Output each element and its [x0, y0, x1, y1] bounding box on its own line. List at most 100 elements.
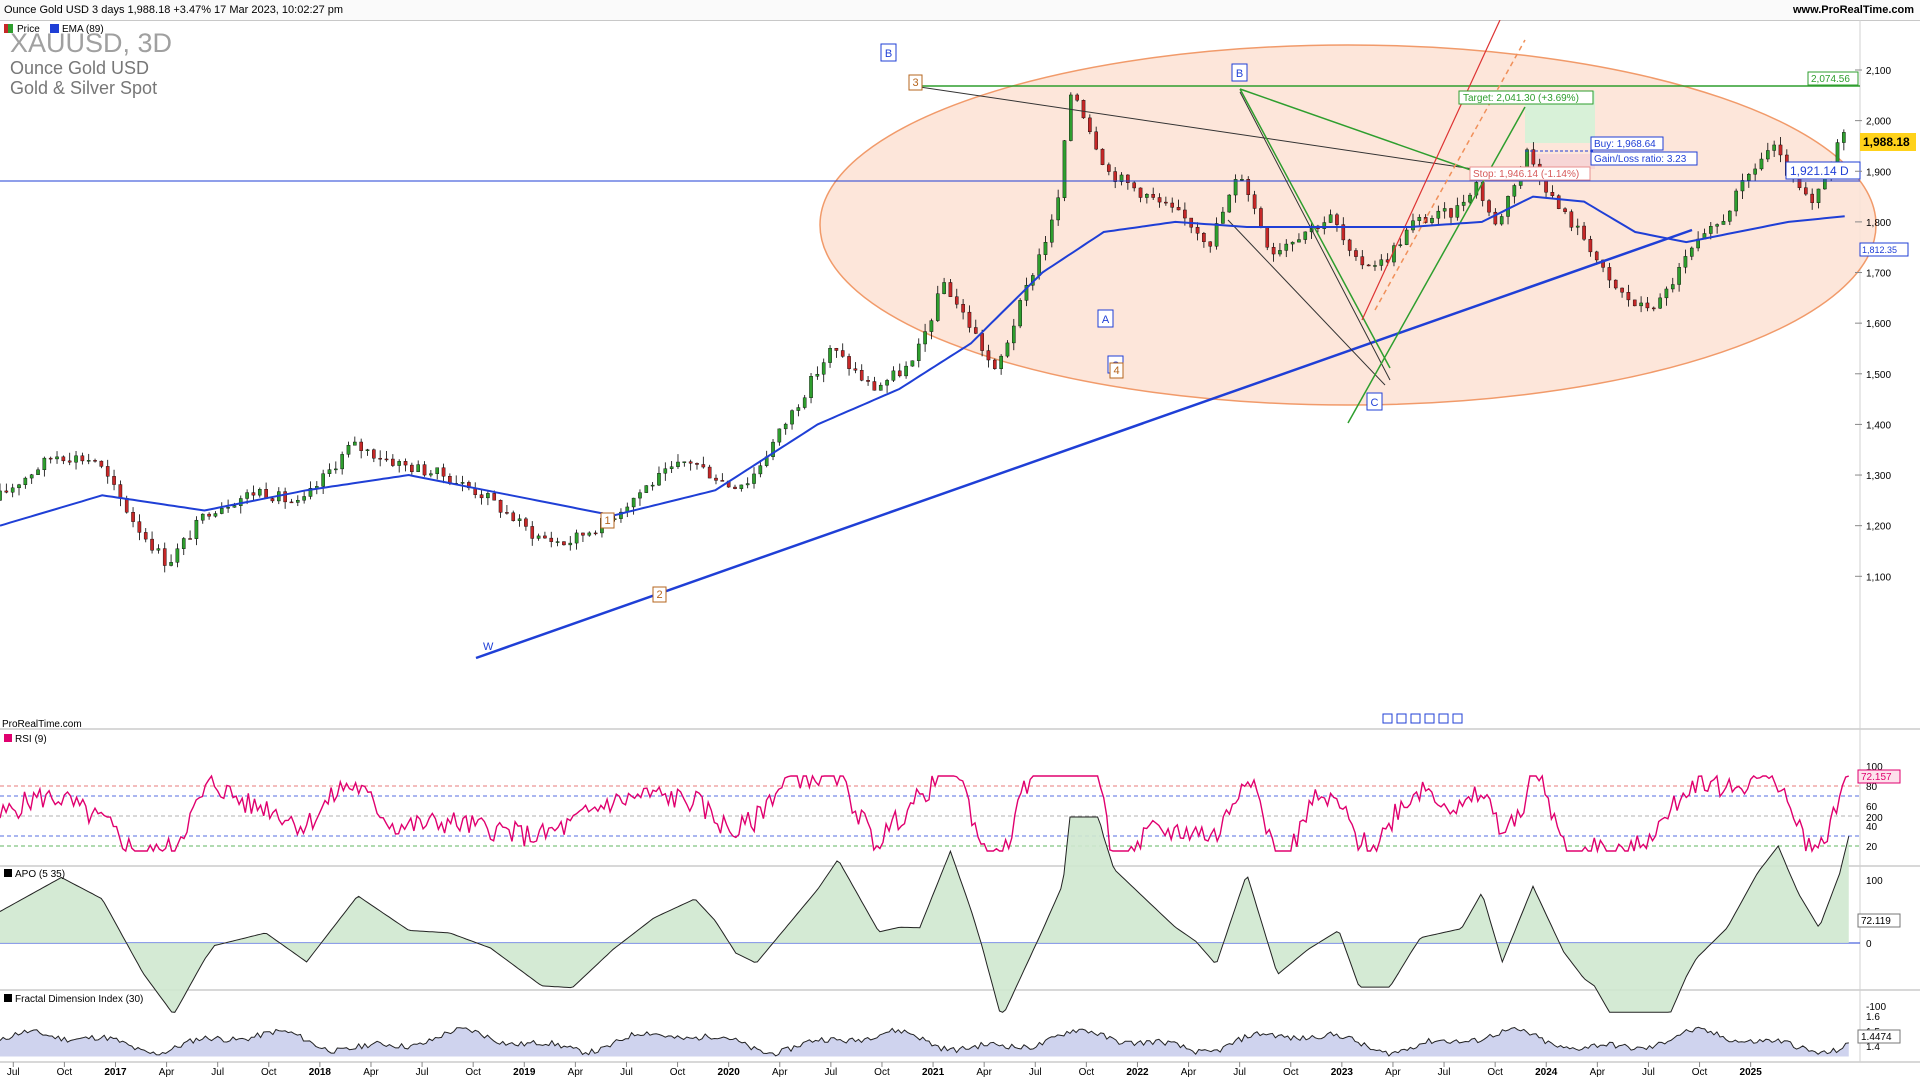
candle	[1208, 241, 1213, 253]
wave-label-a[interactable]: A	[1097, 309, 1114, 328]
candle	[207, 512, 211, 520]
rsi-label[interactable]: RSI (9)	[15, 734, 47, 745]
candle-body	[593, 532, 598, 535]
candle	[1411, 213, 1415, 233]
rising-channel-lower[interactable]	[1347, 106, 1526, 424]
candle-body	[61, 456, 66, 462]
apo-label[interactable]: APO (5 35)	[15, 869, 65, 880]
pattern-icon[interactable]	[1424, 713, 1435, 724]
channel-green-upper[interactable]	[1239, 88, 1486, 176]
candle-body	[1772, 144, 1776, 151]
wave-label-text: 2	[656, 589, 662, 601]
candle	[954, 288, 959, 309]
candle-body	[1436, 210, 1441, 219]
candle	[1094, 126, 1098, 151]
wedge-lower-line[interactable]	[1227, 219, 1386, 386]
buy-box[interactable]: Buy: 1,968.64	[1590, 136, 1664, 151]
resistance-trendline[interactable]	[912, 85, 1481, 171]
time-tick-label: Apr	[363, 1067, 379, 1078]
candle	[105, 459, 110, 484]
rising-channel-dashed[interactable]	[1374, 39, 1526, 311]
candle	[1689, 246, 1694, 261]
stop-box[interactable]: Stop: 1,946.14 (-1.14%)	[1469, 166, 1591, 181]
fdi-value-tag[interactable]: 1.4474	[1857, 1029, 1901, 1044]
level-2074-tag[interactable]: 2,074.56	[1807, 71, 1859, 86]
wave-label-1[interactable]: 1	[600, 512, 615, 529]
rsi-tick-label: 40	[1866, 822, 1878, 833]
pattern-icon[interactable]	[1452, 713, 1463, 724]
candle-body	[1018, 300, 1022, 327]
fdi-label[interactable]: Fractal Dimension Index (30)	[15, 994, 143, 1005]
channel-green-lower[interactable]	[1239, 88, 1391, 369]
candle-body	[1132, 182, 1136, 189]
candle	[1658, 293, 1662, 309]
wave-label-4[interactable]: 4	[1109, 362, 1124, 379]
wave-label-c-2022[interactable]: C	[1366, 392, 1383, 411]
fdi-panel[interactable]: 1.61.51.4	[0, 1012, 1880, 1057]
time-tick-label: Jul	[416, 1067, 429, 1078]
candle	[0, 483, 2, 501]
pattern-icon[interactable]	[1382, 713, 1393, 724]
pattern-icon[interactable]	[1438, 713, 1449, 724]
apo-value-tag[interactable]: 72.119	[1857, 913, 1901, 928]
ratio-box[interactable]: Gain/Loss ratio: 3.23	[1590, 151, 1698, 166]
candle	[194, 516, 199, 546]
candle	[1632, 299, 1637, 307]
rsi-legend-swatch	[4, 734, 12, 742]
time-tick-label: Jul	[211, 1067, 224, 1078]
ema-value-tag[interactable]: 1,812.35	[1859, 242, 1909, 257]
rsi-value-tag[interactable]: 72.157	[1857, 769, 1901, 784]
price-chart[interactable]: B 3 B A C 4 C 1 2 W XAUUSD, 3D Ounce Gol…	[0, 20, 1920, 1080]
time-tick-label: Apr	[159, 1067, 175, 1078]
price-legend-label[interactable]: Price	[17, 24, 40, 35]
stop-zone[interactable]	[1525, 154, 1595, 169]
candle	[1373, 260, 1377, 271]
candle	[847, 353, 851, 376]
support-trendline[interactable]	[475, 228, 1693, 660]
candle	[181, 537, 186, 556]
candle	[638, 489, 642, 506]
pattern-icons[interactable]	[1382, 713, 1463, 724]
candle	[1778, 137, 1783, 163]
candle	[1145, 193, 1149, 204]
wave-label-3[interactable]: 3	[908, 74, 923, 91]
candle-body	[1664, 288, 1669, 299]
candle	[1607, 262, 1612, 288]
candle-body	[771, 441, 775, 457]
candle	[416, 460, 420, 473]
candle	[410, 462, 414, 475]
ema-legend-label[interactable]: EMA (89)	[62, 24, 104, 35]
site-url[interactable]: www.ProRealTime.com	[1792, 4, 1914, 16]
wave-label-b-2020[interactable]: B	[880, 43, 897, 62]
candle-body	[1157, 197, 1162, 203]
wave-label-w[interactable]: W	[483, 641, 494, 653]
rising-channel-upper[interactable]	[1361, 20, 1501, 321]
candle	[910, 360, 915, 367]
wave-label-2[interactable]: 2	[652, 586, 667, 603]
apo-panel[interactable]: 200 100 0 -100	[0, 813, 1886, 1013]
ema-path	[0, 195, 1845, 527]
pattern-icon[interactable]	[1410, 713, 1421, 724]
candle	[650, 482, 655, 491]
candle	[1360, 250, 1365, 270]
fdi-legend-swatch	[4, 994, 12, 1002]
level-1921-tag[interactable]: 1,921.14 D	[1785, 161, 1861, 180]
wave-label-b-2022[interactable]: B	[1231, 63, 1248, 82]
candle	[644, 485, 649, 493]
pattern-icon[interactable]	[1396, 713, 1407, 724]
ema-line[interactable]	[0, 195, 1845, 527]
candle	[1468, 192, 1472, 205]
candle	[23, 476, 28, 489]
target-box[interactable]: Target: 2,041.30 (+3.69%)	[1458, 90, 1594, 105]
candle-body	[834, 348, 839, 351]
wedge-upper-line[interactable]	[1239, 91, 1391, 381]
candle	[137, 514, 142, 541]
last-price-tag[interactable]: 1,988.18	[1860, 133, 1916, 151]
candle-body	[327, 469, 332, 474]
candle	[467, 480, 471, 491]
candle	[574, 529, 579, 550]
consolidation-ellipse[interactable]	[819, 44, 1877, 406]
instrument-market: Gold & Silver Spot	[10, 78, 157, 98]
rsi-panel[interactable]: 100 80 60 40 20	[0, 762, 1883, 854]
candles[interactable]	[0, 92, 1846, 573]
